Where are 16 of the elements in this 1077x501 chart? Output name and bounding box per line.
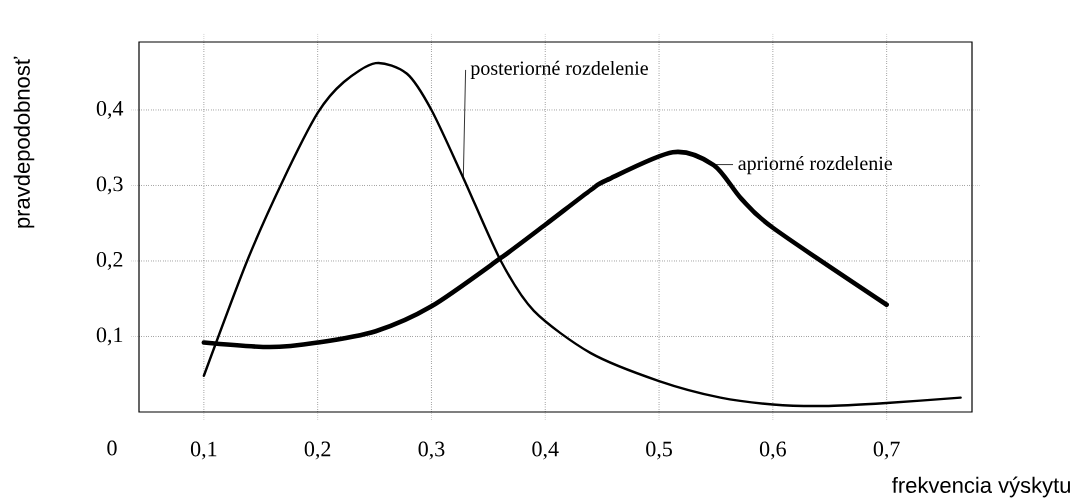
y-tick-label: 0,4	[96, 100, 124, 119]
x-tick-label: 0,3	[418, 441, 445, 460]
x-tick-label: 0,7	[873, 441, 900, 460]
text: 0	[107, 440, 117, 456]
text: posteriorné rozdelenie	[470, 60, 648, 80]
x-tick-label: 0,2	[304, 441, 331, 460]
x-tick-label: 0,6	[759, 441, 786, 460]
x-tick-label: 0,5	[646, 441, 672, 460]
y-tick-label: 0,2	[96, 251, 123, 270]
legend-label: apriorné rozdelenie	[738, 155, 893, 175]
x-tick-label: 0,4	[532, 441, 559, 460]
y-tick-label: 0,1	[96, 327, 123, 346]
x-tick-label: 0,1	[190, 441, 217, 460]
y-axis-title: pravdepodobnosť	[13, 56, 35, 228]
y-tick-label: 0,3	[96, 176, 123, 195]
x-axis-title: frekvencia výskytu	[892, 476, 1070, 498]
